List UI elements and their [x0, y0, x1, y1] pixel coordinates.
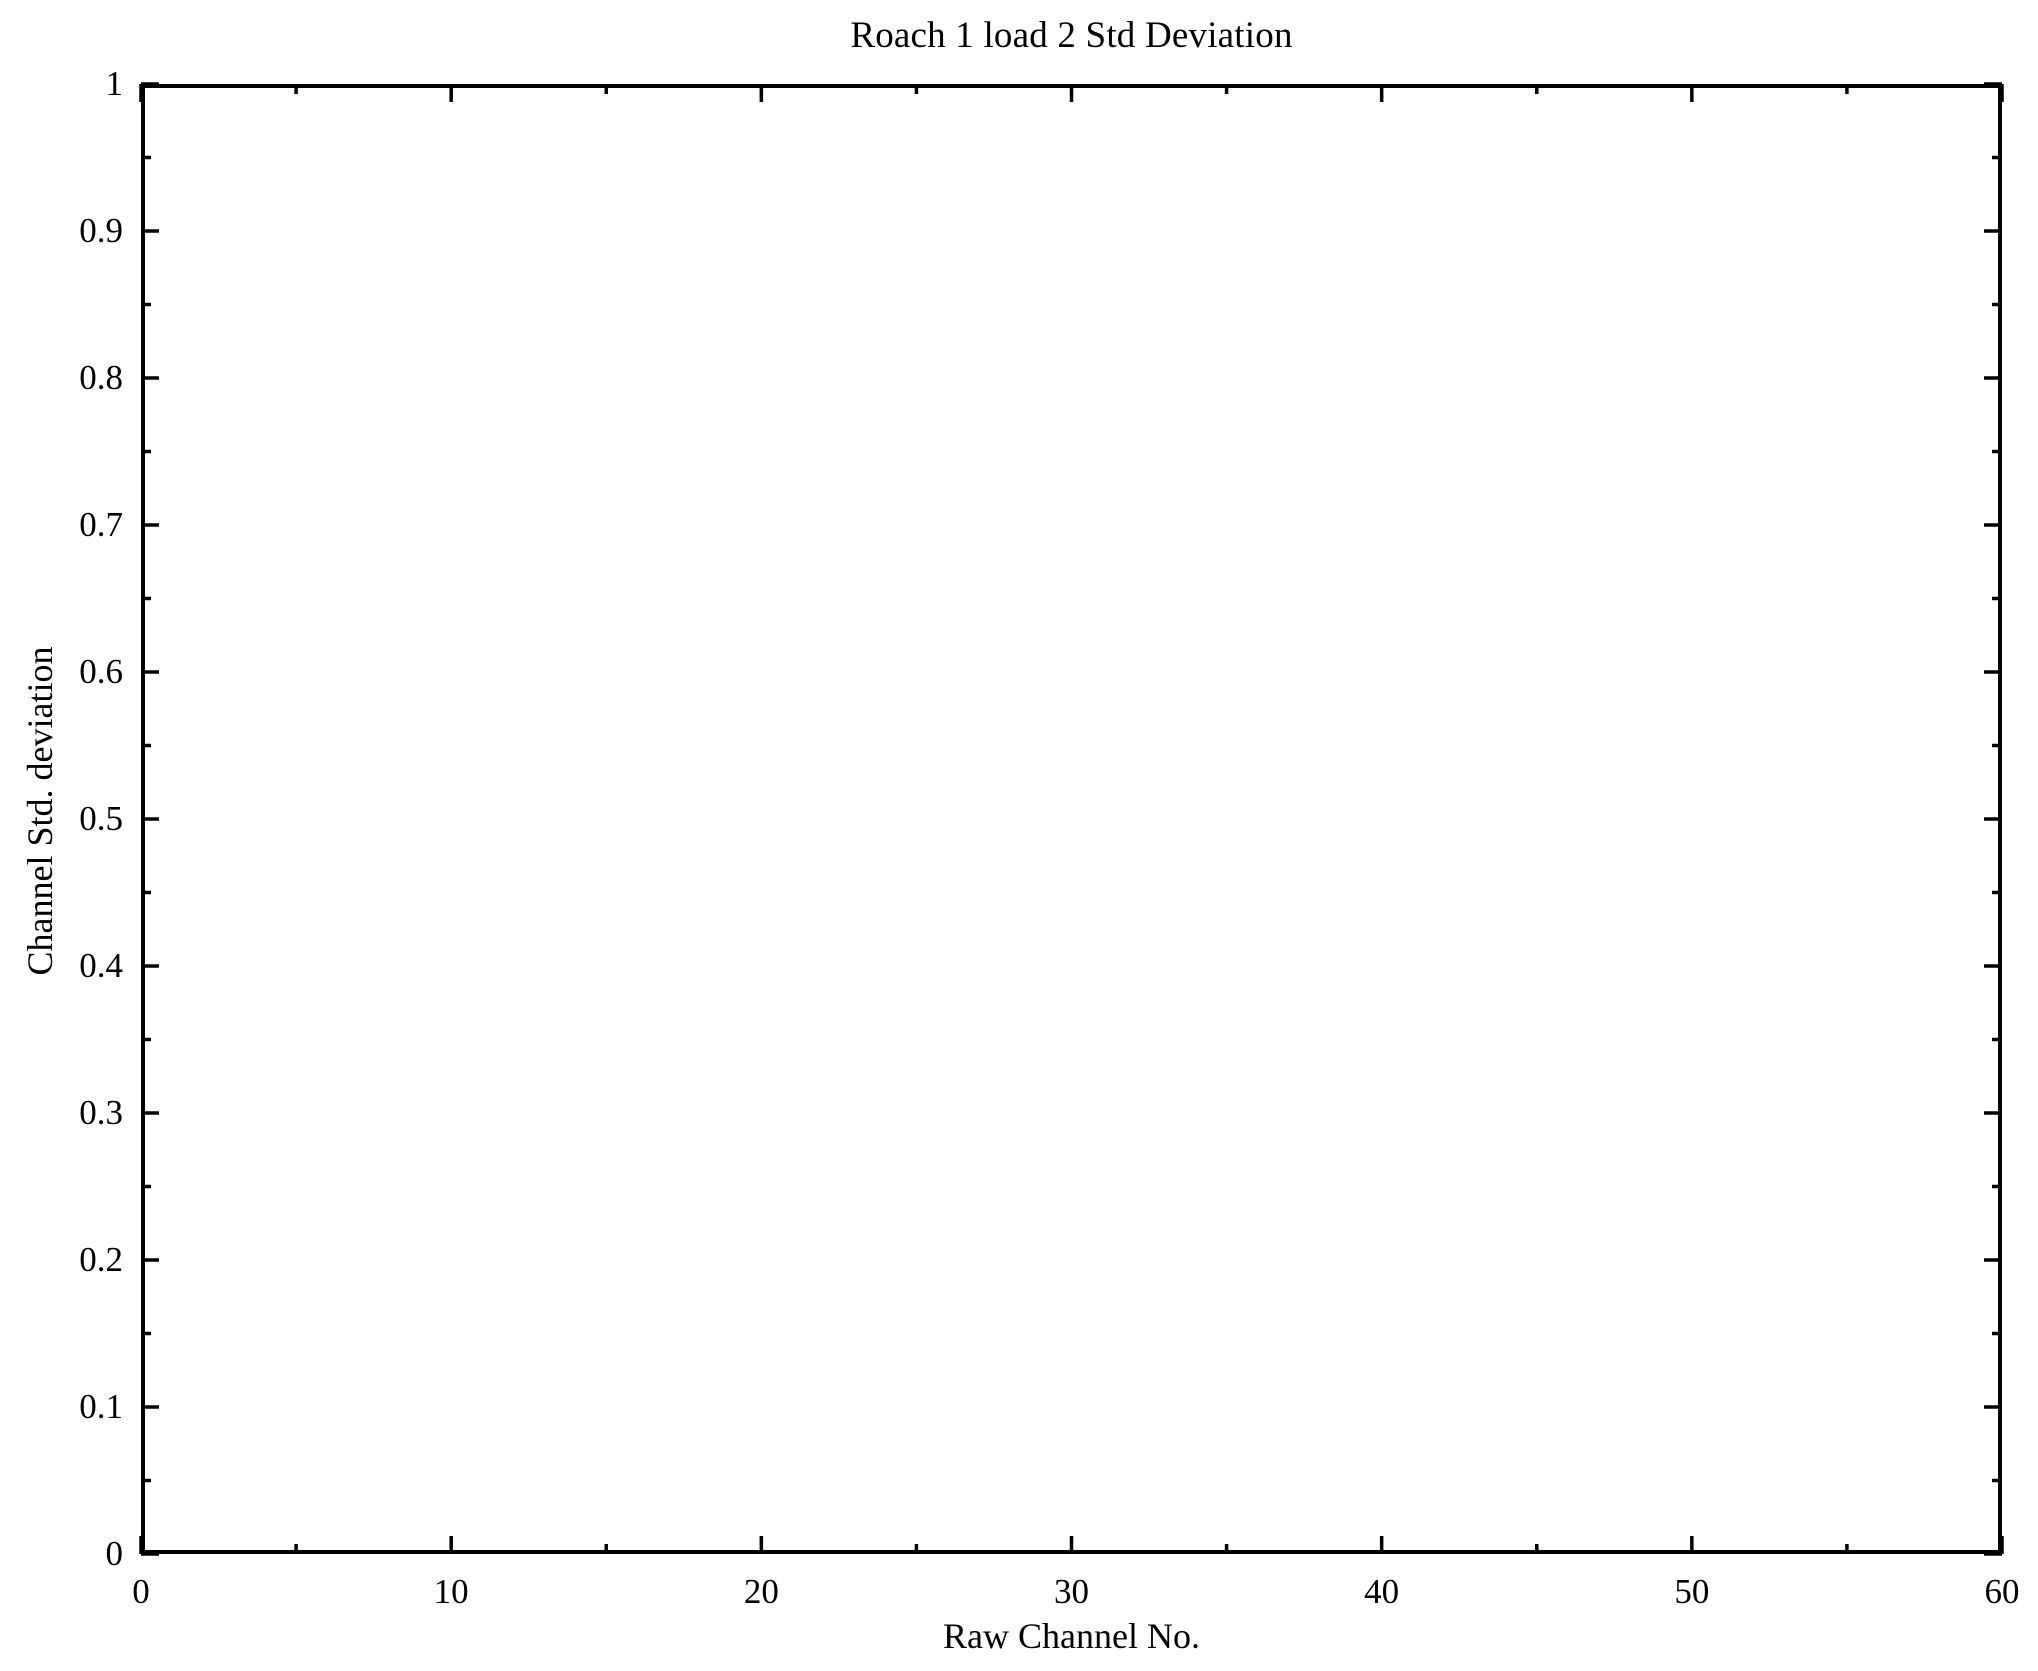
- x-axis-tick-label: 10: [433, 1572, 469, 1611]
- x-axis-tick-label: 0: [132, 1572, 150, 1611]
- y-axis-tick-label: 0.5: [79, 799, 123, 838]
- y-axis-label: Channel Std. deviation: [20, 646, 60, 976]
- x-axis-tick-label: 20: [743, 1572, 779, 1611]
- y-axis-tick-label: 1: [105, 64, 124, 103]
- y-axis-tick-label: 0.2: [79, 1240, 123, 1279]
- y-axis-tick-label: 0.9: [79, 211, 123, 250]
- y-axis-label-container: Channel Std. deviation: [18, 401, 62, 1221]
- x-axis-label: Raw Channel No.: [943, 1616, 1200, 1656]
- y-axis-tick-label: 0.3: [79, 1093, 123, 1132]
- y-axis-tick-label: 0.4: [79, 946, 123, 985]
- x-axis-tick-label: 50: [1674, 1572, 1710, 1611]
- plot-area[interactable]: [141, 84, 2002, 1554]
- y-axis-tick-label: 0: [105, 1534, 124, 1573]
- x-axis-tick-label: 30: [1054, 1572, 1089, 1611]
- x-axis-tick-label: 40: [1364, 1572, 1400, 1611]
- y-axis-tick-label: 0.1: [79, 1387, 123, 1426]
- y-axis-tick-label: 0.8: [79, 358, 123, 397]
- x-axis-tick-label: 60: [1984, 1572, 2020, 1611]
- plot-data-layer: [145, 88, 1998, 1550]
- chart-title: Roach 1 load 2 Std Deviation: [850, 15, 1293, 56]
- y-axis-tick-label: 0.6: [79, 652, 123, 691]
- y-axis-tick-label: 0.7: [79, 505, 123, 544]
